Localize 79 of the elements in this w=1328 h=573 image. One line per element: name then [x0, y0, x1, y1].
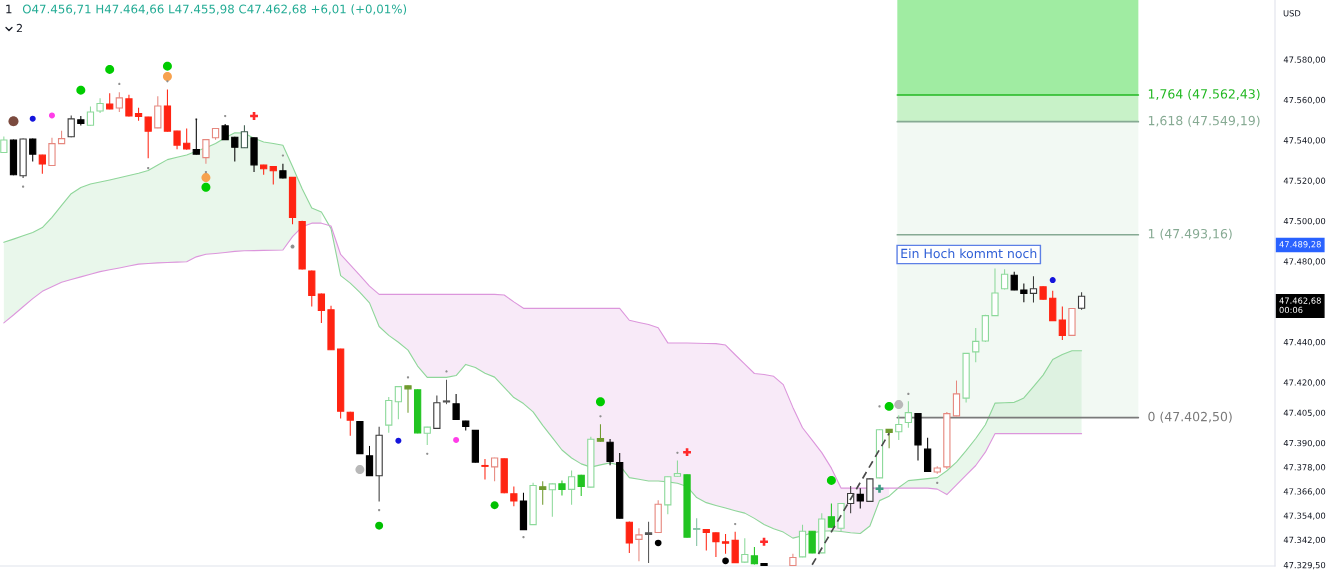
candlestick [183, 128, 191, 151]
candlestick [693, 517, 701, 547]
y-tick-label: 47.329,50 [1283, 561, 1326, 570]
point [683, 448, 691, 457]
candlestick [394, 385, 403, 420]
y-tick-label: 47.480,00 [1283, 258, 1326, 266]
y-tick-label: 47.354,00 [1283, 512, 1326, 520]
y-axis-title: USD [1283, 10, 1301, 17]
candlestick [558, 479, 566, 496]
y-tick-label: 47.378,00 [1283, 464, 1326, 472]
candlestick [741, 537, 749, 564]
point [875, 484, 884, 493]
candlestick [404, 384, 412, 414]
candlestick [625, 521, 633, 554]
candlestick [731, 531, 739, 564]
y-tick-label: 47.500,00 [1283, 217, 1326, 226]
y-tick-label: 47.342,00 [1283, 536, 1326, 544]
annotation: 2 [16, 23, 22, 33]
candlestick [635, 527, 643, 562]
ref-line-label: 1 (47.493,16) [1148, 228, 1232, 240]
candlestick [1049, 290, 1057, 322]
candlestick [866, 477, 874, 503]
candlestick [29, 137, 37, 162]
candlestick [115, 91, 123, 113]
candlestick [712, 531, 720, 558]
candlestick [606, 438, 614, 466]
y-tick-label: 47.560,00 [1283, 96, 1326, 105]
annotation: Ein Hoch kommt noch [901, 248, 1037, 259]
candlestick [1029, 275, 1038, 303]
y-tick-label: 47.420,00 [1283, 379, 1326, 387]
text: 47.489,28 [1279, 241, 1321, 249]
candlestick [895, 414, 903, 441]
candlestick [144, 116, 152, 159]
candlestick [1020, 282, 1028, 303]
candlestick [86, 106, 95, 127]
candlestick [548, 482, 556, 518]
chart-title: 1 [6, 4, 12, 14]
candlestick [972, 327, 980, 363]
candlestick [365, 445, 374, 477]
candlestick [539, 480, 547, 506]
candlestick [923, 437, 932, 473]
candlestick [442, 379, 451, 405]
ref-line-label: 1,764 (47.562,43) [1148, 88, 1260, 101]
candlestick [1000, 268, 1009, 291]
candlestick [952, 380, 961, 417]
candlestick [452, 393, 460, 421]
candlestick [856, 487, 864, 510]
candlestick [904, 400, 913, 429]
candlestick [827, 502, 836, 529]
candlestick [231, 136, 239, 162]
candlestick [1058, 305, 1066, 341]
text: 47.462,68 00:06 [1279, 297, 1321, 314]
candlestick [721, 533, 730, 555]
ref-line-label: 1,618 (47.549,19) [1148, 115, 1260, 127]
candlestick [481, 458, 489, 480]
chart-subtitle: O47.456,71 H47.464,66 L47.455,98 C47.462,68 +6,01 (+0,01%) [22, 4, 407, 15]
candlestick [154, 95, 162, 129]
candlestick [567, 470, 576, 506]
y-tick-label: 47.405,00 [1283, 409, 1326, 417]
candlestick [125, 94, 133, 117]
candlestick [490, 457, 499, 482]
candlestick [644, 521, 653, 564]
y-tick-label: 47.540,00 [1283, 137, 1326, 145]
candlestick [991, 268, 999, 317]
candlestick [202, 138, 210, 165]
y-tick-label: 47.390,00 [1283, 439, 1326, 448]
y-tick-label: 47.580,00 [1283, 56, 1326, 64]
point [760, 537, 768, 546]
candlestick [510, 485, 518, 507]
ref-line-label: 0 (47.402,50) [1148, 411, 1232, 423]
candlestick [269, 165, 277, 185]
y-tick-label: 47.440,00 [1283, 339, 1326, 347]
line-series [3, 222, 1083, 496]
candlestick [48, 137, 56, 167]
candlestick [702, 528, 710, 551]
y-tick-label: 47.520,00 [1283, 177, 1326, 185]
y-tick-label: 47.366,00 [1283, 488, 1326, 496]
candlestick [317, 293, 326, 324]
candlestick [1010, 271, 1018, 291]
